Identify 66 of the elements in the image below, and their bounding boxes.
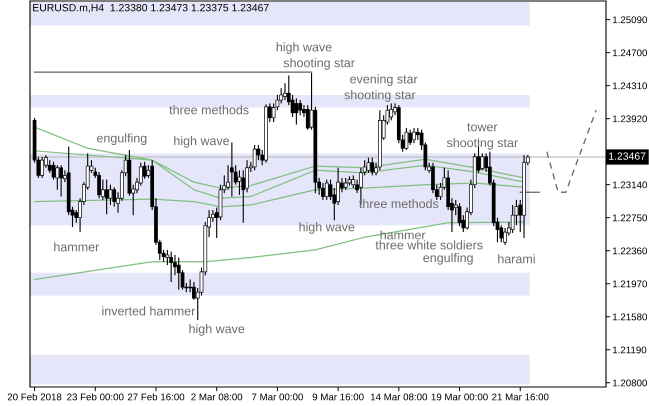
y-tick-label: 1.23920: [612, 115, 648, 122]
annotation: engulfing: [96, 133, 146, 146]
y-tick-label: 1.21580: [612, 313, 648, 320]
annotation: hammer: [54, 242, 100, 252]
x-tick-label: 2 Mar 08:00: [191, 394, 242, 400]
candlestick: [230, 142, 234, 198]
y-tick-label: 1.21190: [612, 346, 646, 354]
candlestick: [294, 98, 298, 126]
x-tick-label: 7 Mar 00:00: [252, 394, 303, 400]
candlestick: [321, 182, 325, 200]
annotation: tower: [467, 123, 498, 132]
annotation: shooting star: [284, 58, 355, 70]
candlestick: [55, 164, 60, 190]
candlestick: [370, 157, 374, 176]
candlestick: [252, 144, 256, 171]
candlestick: [389, 102, 394, 121]
x-tick-label: 14 Mar 08:00: [370, 394, 428, 400]
annotation: high wave: [189, 324, 244, 336]
annotation: three methods: [169, 105, 249, 114]
candlestick: [412, 127, 416, 144]
chart-title: EURUSD.m,H4 1.23380 1.23473 1.23375 1.23467: [33, 4, 269, 13]
annotation: harami: [498, 254, 535, 264]
y-tick-label: 1.21970: [612, 280, 648, 288]
annotation: high wave: [276, 42, 332, 54]
y-tick-label: 1.23140: [612, 181, 648, 188]
candlestick: [283, 82, 287, 101]
candlestick: [344, 177, 348, 190]
y-tick-label: 1.20800: [612, 380, 648, 386]
candlestick: [104, 179, 109, 215]
candlestick: [324, 179, 329, 200]
annotation: high wave: [299, 222, 354, 234]
y-tick-label: 1.24700: [612, 49, 648, 56]
y-tick-label: 1.25090: [612, 16, 648, 24]
candlestick: [59, 164, 63, 198]
annotation: three white soldiers: [376, 240, 483, 250]
annotation: inverted hammer: [102, 306, 196, 316]
candlestick: [408, 129, 412, 146]
line-series: [34, 182, 525, 208]
x-tick-label: 19 Mar 00:00: [432, 394, 488, 400]
x-tick-label: 9 Mar 16:00: [312, 394, 364, 400]
x-tick-label: 21 Mar 16:00: [492, 394, 549, 400]
y-tick-label: 1.22360: [612, 247, 648, 254]
candlestick: [176, 256, 181, 290]
candlestick: [97, 171, 101, 199]
candlestick: [480, 152, 484, 171]
annotation: engulfing: [423, 253, 473, 265]
candlestick: [351, 174, 356, 189]
x-tick-label: 27 Feb 16:00: [128, 393, 184, 400]
x-tick-label: 23 Feb 00:00: [67, 393, 124, 400]
annotation: evening star: [350, 74, 418, 86]
candlestick: [108, 184, 112, 206]
candlestick: [40, 156, 44, 178]
candlestick: [169, 251, 174, 283]
annotation: shooting star: [344, 90, 416, 102]
y-tick-label: 1.22750: [612, 214, 648, 222]
candlestick: [510, 204, 515, 234]
annotation: high wave: [174, 136, 230, 148]
y-tick-label: 1.24310: [612, 82, 648, 90]
candlestick: [348, 176, 352, 186]
annotation: three methods: [359, 198, 438, 208]
candlestick: [404, 127, 408, 151]
x-tick-label: 20 Feb 2018: [8, 393, 62, 400]
candlestick: [298, 99, 302, 116]
candlestick: [366, 157, 370, 174]
ref-line-label: 1.23467: [609, 152, 646, 160]
annotation: hammer: [380, 230, 426, 240]
